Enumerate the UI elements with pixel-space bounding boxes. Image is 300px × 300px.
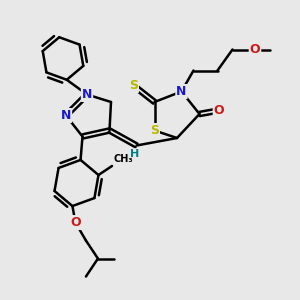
Text: N: N bbox=[82, 88, 92, 101]
Text: N: N bbox=[176, 85, 187, 98]
Text: O: O bbox=[70, 216, 81, 229]
Text: H: H bbox=[130, 149, 140, 159]
Text: O: O bbox=[250, 43, 260, 56]
Text: CH₃: CH₃ bbox=[113, 154, 133, 164]
Text: S: S bbox=[150, 124, 159, 137]
Text: N: N bbox=[61, 109, 71, 122]
Text: S: S bbox=[129, 79, 138, 92]
Text: O: O bbox=[214, 104, 224, 118]
